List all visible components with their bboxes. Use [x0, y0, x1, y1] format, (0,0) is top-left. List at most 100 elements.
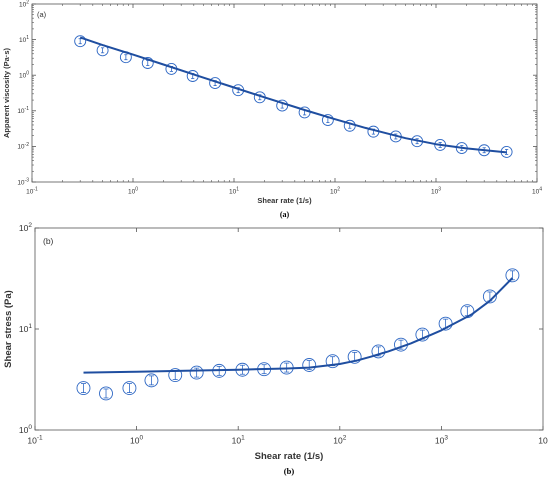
x-tick-label-exponent: 1	[236, 187, 239, 193]
y-tick-label-base: 10	[17, 144, 25, 151]
data-point-marker	[482, 289, 497, 304]
y-tick-label: 10-2	[17, 142, 29, 151]
y-tick-label: 10-3	[17, 177, 29, 186]
panel-label: (b)	[43, 236, 54, 246]
y-tick-label-exponent: -3	[25, 177, 30, 183]
y-tick-label: 101	[19, 35, 29, 44]
data-point	[144, 373, 159, 388]
y-tick-label-exponent: 2	[26, 0, 29, 5]
x-tick-label-base: 10	[435, 436, 445, 446]
data-point	[99, 386, 113, 401]
data-point-marker	[122, 381, 137, 396]
data-point-marker	[325, 354, 340, 369]
x-tick-label: 100	[130, 435, 143, 446]
x-tick-label: 10-1	[27, 435, 43, 446]
x-tick-label-exponent: 4	[539, 187, 542, 193]
panel-caption: (b)	[284, 466, 295, 476]
y-tick-label: 10-1	[17, 106, 29, 115]
x-tick-label-exponent: -1	[33, 187, 38, 193]
x-tick-label-base: 10	[26, 189, 34, 196]
data-point-marker	[347, 349, 362, 364]
fit-curve	[83, 277, 514, 374]
y-tick-label-exponent: 1	[28, 323, 32, 330]
x-tick-label-exponent: 0	[135, 187, 138, 193]
data-point-marker	[189, 365, 204, 380]
x-tick-label: 103	[431, 187, 441, 196]
x-tick-label-base: 10	[538, 436, 548, 446]
y-tick-label-base: 10	[19, 425, 29, 435]
plot-frame	[31, 3, 538, 183]
y-tick-label: 102	[19, 222, 32, 233]
data-point-marker	[144, 373, 159, 388]
data-point-marker	[321, 114, 334, 126]
y-tick-label: 102	[19, 0, 29, 8]
data-point	[122, 381, 137, 396]
chart-panel-a: 10-1 100 101 102 103 10410-310-210-1100101102…	[2, 0, 542, 219]
y-tick-label: 101	[19, 323, 32, 334]
x-tick-label-base: 10	[229, 189, 237, 196]
y-tick-label-exponent: 0	[26, 71, 29, 77]
y-tick-label-exponent: 1	[26, 35, 29, 41]
x-tick-label: 100	[128, 187, 138, 196]
x-tick-label-exponent: -1	[37, 435, 43, 442]
x-tick-label-base: 10	[232, 436, 242, 446]
data-point	[141, 57, 154, 69]
y-tick-label-exponent: -1	[25, 106, 30, 112]
x-tick-label: 101	[229, 187, 239, 196]
data-point-marker	[99, 386, 113, 401]
y-tick-label-exponent: 0	[28, 424, 32, 431]
panel-label: (a)	[37, 10, 47, 19]
x-tick-label: 103	[435, 435, 448, 446]
data-point-marker	[141, 57, 154, 69]
data-point-marker	[74, 35, 87, 48]
data-point	[76, 381, 91, 396]
y-axis-title: Shear stress (Pa)	[3, 290, 14, 368]
x-tick-label-exponent: 0	[140, 435, 144, 442]
data-point	[505, 268, 520, 283]
x-tick-label: 101	[232, 435, 245, 446]
x-tick-label-base: 10	[130, 436, 140, 446]
x-tick-label: 102	[333, 435, 346, 446]
x-tick-label-exponent: 2	[343, 435, 347, 442]
x-tick-label-exponent: 3	[444, 435, 448, 442]
x-tick-label-base: 10	[532, 189, 540, 196]
x-tick-label-base: 10	[333, 436, 343, 446]
y-tick-label-base: 10	[19, 223, 29, 233]
x-axis-title: Shear rate (1/s)	[255, 451, 324, 462]
x-tick-label-base: 10	[27, 436, 37, 446]
x-axis-title: Shear rate (1/s)	[257, 196, 312, 205]
x-tick-label: 10	[538, 436, 548, 446]
data-point-marker	[505, 268, 520, 283]
x-tick-label-base: 10	[128, 189, 136, 196]
y-tick-label-base: 10	[19, 37, 27, 44]
x-tick-label: 104	[532, 187, 542, 196]
x-tick-label-exponent: 1	[241, 435, 245, 442]
y-tick-label-base: 10	[19, 324, 29, 334]
y-tick-label-base: 10	[17, 179, 25, 186]
data-point-marker	[76, 381, 91, 396]
x-tick-label-exponent: 3	[438, 187, 441, 193]
plot-frame	[34, 227, 544, 431]
y-tick-label: 100	[19, 71, 29, 80]
data-point	[302, 358, 317, 372]
x-tick-label: 10-1	[26, 187, 38, 196]
x-tick-label-base: 10	[330, 189, 338, 196]
data-point-marker	[168, 368, 183, 382]
y-tick-label-exponent: 2	[28, 222, 32, 229]
data-point	[189, 365, 204, 380]
y-tick-label-base: 10	[17, 108, 25, 115]
data-point-marker	[415, 327, 430, 342]
x-tick-label: 102	[330, 187, 340, 196]
y-axis-title: Apparent viscosity (Pa·s)	[2, 47, 11, 138]
y-tick-label: 100	[19, 424, 32, 435]
y-tick-label-base: 10	[19, 1, 27, 8]
x-tick-label-exponent: 2	[337, 187, 340, 193]
panel-caption: (a)	[280, 210, 290, 219]
y-tick-label-base: 10	[19, 72, 27, 79]
x-tick-label-base: 10	[431, 189, 439, 196]
fit-curve	[79, 36, 507, 154]
y-tick-label-exponent: -2	[25, 142, 30, 148]
data-point	[74, 35, 87, 48]
